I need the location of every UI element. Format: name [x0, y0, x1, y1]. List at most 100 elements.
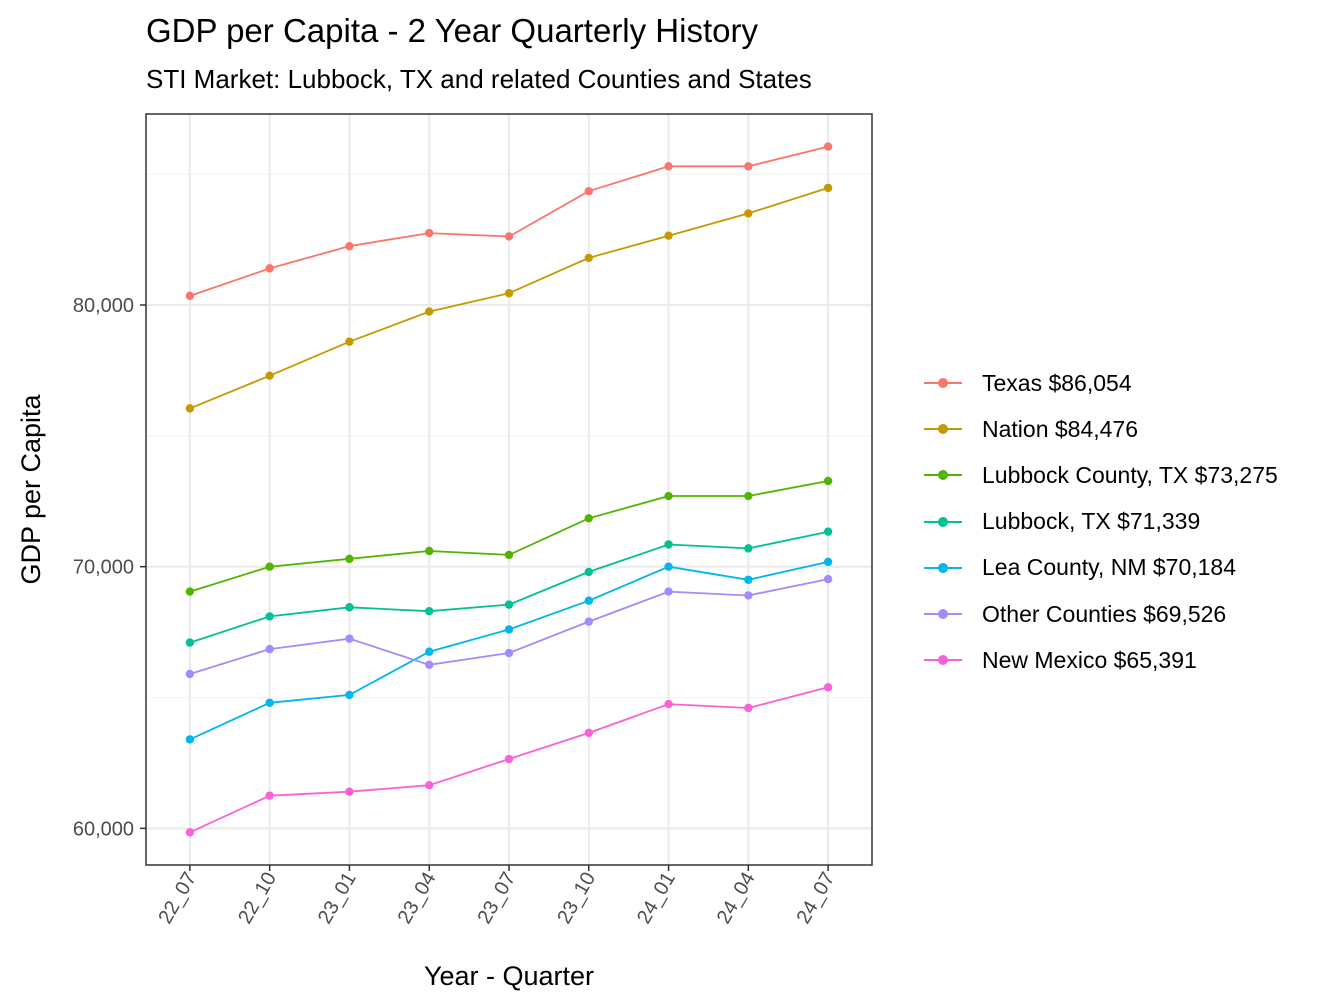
chart-title: GDP per Capita - 2 Year Quarterly Histor…: [146, 12, 758, 49]
data-point: [185, 291, 195, 301]
y-tick-label: 80,000: [73, 295, 134, 317]
x-tick-label: 23_01: [314, 869, 361, 928]
data-point: [823, 142, 833, 151]
legend-key-dot: [938, 516, 948, 527]
data-point: [823, 183, 833, 193]
data-point: [823, 574, 833, 584]
data-point: [504, 625, 514, 634]
data-point: [425, 228, 434, 238]
data-point: [185, 404, 195, 413]
data-point: [664, 491, 673, 501]
data-point: [185, 587, 195, 596]
data-point: [823, 683, 833, 692]
legend-key-dot: [938, 655, 948, 666]
data-point: [664, 231, 673, 240]
legend-label: Nation $84,476: [982, 415, 1139, 442]
legend-item: New Mexico $65,391: [920, 637, 1278, 683]
legend-label: Lubbock, TX $71,339: [982, 508, 1201, 535]
legend-label: New Mexico $65,391: [982, 646, 1197, 673]
data-point: [584, 186, 593, 196]
legend-item: Lea County, NM $70,184: [920, 545, 1278, 591]
data-point: [504, 232, 514, 241]
data-point: [504, 600, 514, 609]
data-point: [744, 544, 753, 553]
data-point: [265, 644, 274, 654]
data-point: [425, 660, 434, 670]
data-point: [664, 162, 673, 171]
data-point: [504, 754, 514, 764]
data-point: [265, 612, 274, 621]
data-point: [664, 562, 673, 571]
data-point: [345, 554, 354, 564]
y-tick-label: 70,000: [73, 557, 134, 579]
data-point: [584, 596, 593, 605]
data-point: [425, 546, 434, 556]
x-tick-label: 23_04: [394, 869, 441, 928]
data-point: [185, 735, 195, 744]
x-axis-title: Year - Quarter: [424, 961, 594, 991]
data-point: [744, 162, 753, 171]
data-point: [345, 603, 354, 612]
data-point: [744, 703, 753, 713]
data-point: [584, 617, 593, 626]
data-point: [425, 647, 434, 656]
data-point: [664, 587, 673, 596]
data-point: [265, 562, 274, 571]
data-point: [584, 728, 593, 738]
data-point: [823, 557, 833, 567]
data-point: [584, 567, 593, 577]
x-tick-label: 22_07: [154, 869, 201, 928]
data-point: [345, 337, 354, 346]
legend-item: Nation $84,476: [920, 406, 1278, 452]
data-point: [584, 253, 593, 263]
x-tick-label: 24_07: [793, 869, 840, 928]
y-axis-title: GDP per Capita: [16, 393, 46, 584]
data-point: [345, 787, 354, 796]
legend-label: Other Counties $69,526: [982, 600, 1227, 627]
legend-key-dot: [938, 470, 948, 481]
legend-key-dot: [938, 424, 948, 435]
data-point: [185, 669, 195, 679]
data-point: [744, 575, 753, 584]
data-point: [744, 591, 753, 600]
legend: Texas $86,054 Nation $84,476 Lubbock Count…: [920, 360, 1278, 683]
data-point: [185, 828, 195, 837]
data-point: [823, 476, 833, 486]
legend-item: Texas $86,054: [920, 360, 1278, 406]
x-tick-label: 23_07: [473, 869, 520, 928]
data-point: [504, 550, 514, 560]
data-point: [425, 606, 434, 616]
x-tick-label: 23_10: [553, 869, 600, 928]
legend-item: Other Counties $69,526: [920, 591, 1278, 637]
data-point: [185, 638, 195, 647]
legend-key: [920, 645, 966, 675]
chart-subtitle: STI Market: Lubbock, TX and related Coun…: [146, 64, 812, 94]
x-tick-label: 24_01: [633, 869, 680, 928]
data-point: [504, 289, 514, 298]
legend-key: [920, 414, 966, 444]
data-point: [504, 648, 514, 658]
legend-key: [920, 460, 966, 490]
data-point: [425, 780, 434, 790]
data-point: [425, 307, 434, 316]
legend-key-dot: [938, 609, 948, 620]
legend-item: Lubbock, TX $71,339: [920, 499, 1278, 545]
data-point: [345, 634, 354, 643]
data-point: [744, 209, 753, 218]
data-point: [823, 527, 833, 536]
grid-lines: [146, 114, 872, 865]
data-point: [744, 491, 753, 501]
legend-key-dot: [938, 562, 948, 573]
data-point: [345, 241, 354, 251]
legend-key: [920, 553, 966, 583]
data-point: [664, 540, 673, 549]
legend-key-dot: [938, 378, 948, 389]
data-point: [265, 698, 274, 707]
x-tick-label: 22_10: [234, 869, 281, 928]
series-layer: [185, 142, 833, 837]
legend-key: [920, 368, 966, 398]
legend-label: Lubbock County, TX $73,275: [982, 461, 1278, 488]
y-tick-label: 60,000: [73, 818, 134, 840]
legend-key: [920, 599, 966, 629]
